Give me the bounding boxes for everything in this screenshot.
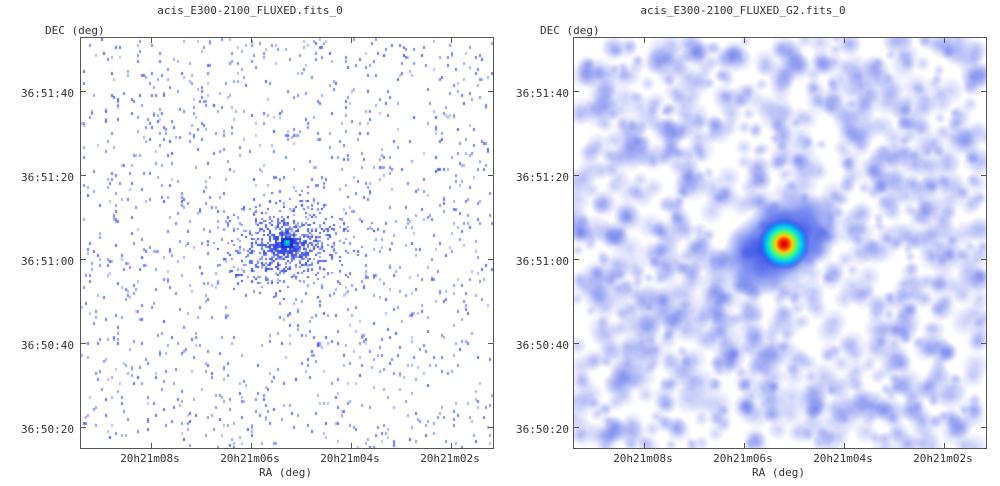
axis-tick — [488, 343, 493, 344]
y-tick-label: 36:50:20 — [516, 423, 569, 436]
axis-tick — [81, 427, 86, 428]
axis-tick — [81, 259, 86, 260]
y-tick-label: 36:51:40 — [516, 87, 569, 100]
axis-tick — [574, 91, 579, 92]
x-tick-label: 20h21m06s — [713, 452, 773, 465]
axis-tick — [744, 443, 745, 448]
sky-image-fluxed-g2[interactable] — [573, 37, 987, 449]
x-tick-label: 20h21m04s — [320, 452, 380, 465]
axis-tick — [151, 38, 152, 43]
axis-tick — [944, 443, 945, 448]
axis-tick — [451, 38, 452, 43]
x-tick-label: 20h21m04s — [813, 452, 873, 465]
y-axis-label: DEC (deg) — [45, 24, 105, 37]
x-tick-label: 20h21m02s — [913, 452, 973, 465]
image-canvas[interactable] — [81, 38, 493, 448]
y-tick-label: 36:51:20 — [21, 171, 74, 184]
y-axis-label: DEC (deg) — [540, 24, 600, 37]
y-tick-label: 36:51:00 — [516, 255, 569, 268]
axis-tick — [574, 427, 579, 428]
axis-tick — [844, 443, 845, 448]
axis-tick — [251, 443, 252, 448]
axis-tick — [488, 175, 493, 176]
axis-tick — [81, 91, 86, 92]
y-tick-label: 36:50:40 — [516, 339, 569, 352]
axis-tick — [574, 343, 579, 344]
image-panel-fluxed-g2: acis_E300-2100_FLUXED_G2.fits_0 DEC (deg… — [493, 0, 993, 486]
image-panel-fluxed: acis_E300-2100_FLUXED.fits_0 DEC (deg) 3… — [21, 4, 494, 479]
axis-tick — [981, 259, 986, 260]
axis-tick — [81, 175, 86, 176]
axis-tick — [844, 38, 845, 43]
axis-tick — [981, 175, 986, 176]
axis-tick — [488, 91, 493, 92]
axis-tick — [488, 259, 493, 260]
x-axis-label: RA (deg) — [259, 466, 312, 479]
x-tick-label: 20h21m08s — [120, 452, 180, 465]
panel-title: acis_E300-2100_FLUXED_G2.fits_0 — [640, 4, 846, 17]
x-tick-label: 20h21m08s — [613, 452, 673, 465]
y-tick-label: 36:51:00 — [21, 255, 74, 268]
axis-tick — [351, 443, 352, 448]
axis-tick — [744, 38, 745, 43]
axis-tick — [944, 38, 945, 43]
image-canvas[interactable] — [574, 38, 986, 448]
axis-tick — [81, 343, 86, 344]
axis-tick — [574, 175, 579, 176]
axis-tick — [981, 427, 986, 428]
y-tick-label: 36:51:20 — [516, 171, 569, 184]
axis-tick — [488, 427, 493, 428]
axis-tick — [451, 443, 452, 448]
axis-tick — [644, 443, 645, 448]
axis-tick — [644, 38, 645, 43]
x-axis-label: RA (deg) — [752, 466, 805, 479]
y-tick-label: 36:50:20 — [21, 423, 74, 436]
x-tick-label: 20h21m06s — [220, 452, 280, 465]
axis-tick — [251, 38, 252, 43]
axis-tick — [351, 38, 352, 43]
axis-tick — [574, 259, 579, 260]
axis-tick — [151, 443, 152, 448]
axis-tick — [981, 343, 986, 344]
panel-title: acis_E300-2100_FLUXED.fits_0 — [157, 4, 343, 17]
axis-tick — [981, 91, 986, 92]
y-tick-label: 36:50:40 — [21, 339, 74, 352]
y-tick-label: 36:51:40 — [21, 87, 74, 100]
x-tick-label: 20h21m02s — [420, 452, 480, 465]
sky-image-fluxed[interactable] — [80, 37, 494, 449]
